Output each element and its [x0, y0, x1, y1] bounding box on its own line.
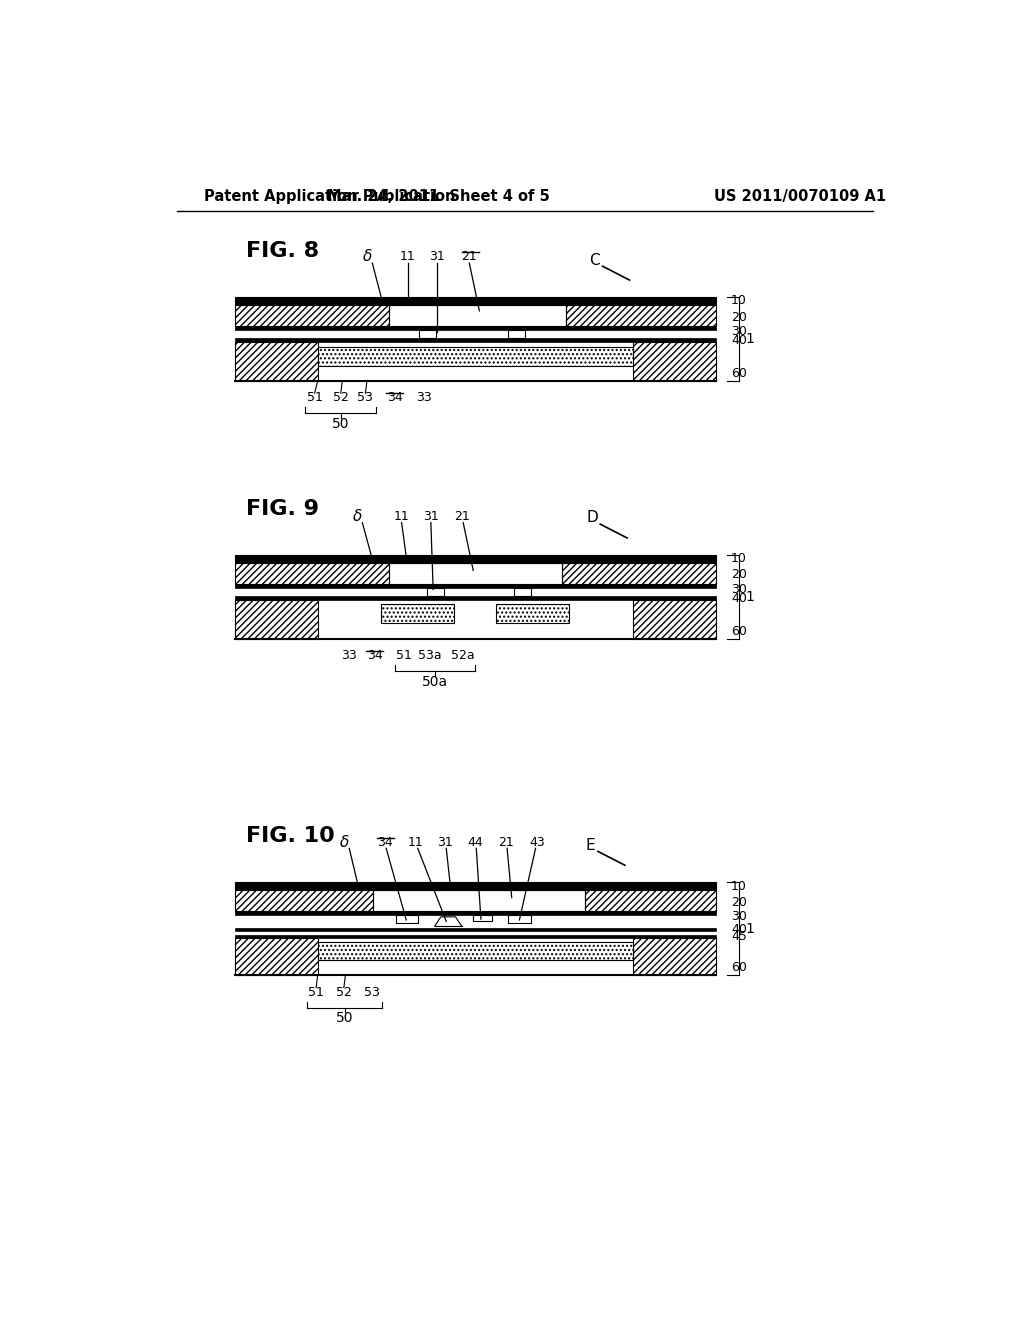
- Bar: [565, 305, 716, 326]
- Bar: [633, 342, 716, 381]
- Bar: [234, 911, 716, 915]
- Text: 20: 20: [731, 569, 748, 582]
- Text: 1: 1: [745, 590, 754, 605]
- Text: 50a: 50a: [422, 675, 447, 689]
- Text: 34: 34: [377, 836, 392, 849]
- Text: 40: 40: [731, 924, 748, 936]
- Bar: [234, 554, 716, 562]
- Bar: [234, 297, 716, 305]
- Text: 1: 1: [745, 331, 754, 346]
- Text: 31: 31: [437, 836, 453, 849]
- Text: FIG. 10: FIG. 10: [246, 826, 335, 846]
- Bar: [633, 601, 716, 639]
- Text: 33: 33: [416, 391, 432, 404]
- Text: 43: 43: [529, 836, 545, 849]
- Bar: [562, 562, 716, 585]
- Bar: [234, 342, 317, 381]
- Text: 44: 44: [467, 836, 482, 849]
- Text: δ: δ: [353, 510, 362, 524]
- Bar: [234, 928, 716, 932]
- Text: 60: 60: [731, 961, 748, 974]
- Text: 53a: 53a: [418, 649, 442, 663]
- Bar: [473, 915, 493, 921]
- Bar: [234, 338, 716, 342]
- Bar: [585, 890, 716, 911]
- Text: 51: 51: [306, 391, 323, 404]
- Text: 40: 40: [731, 334, 748, 347]
- Text: 50: 50: [336, 1011, 353, 1026]
- Text: δ: δ: [340, 834, 349, 850]
- Text: 50: 50: [332, 417, 349, 432]
- Text: 60: 60: [731, 367, 748, 380]
- Text: Patent Application Publication: Patent Application Publication: [204, 189, 456, 205]
- Text: 11: 11: [393, 510, 410, 523]
- Bar: [396, 915, 418, 923]
- Text: 20: 20: [731, 310, 748, 323]
- Text: 33: 33: [341, 649, 356, 663]
- Text: 30: 30: [731, 911, 748, 924]
- Text: δ: δ: [364, 249, 373, 264]
- Text: 31: 31: [423, 510, 438, 523]
- Text: 34: 34: [367, 649, 383, 663]
- Bar: [234, 585, 716, 589]
- Text: 1: 1: [745, 921, 754, 936]
- Text: 52a: 52a: [451, 649, 474, 663]
- Bar: [234, 326, 716, 330]
- Text: 10: 10: [731, 879, 748, 892]
- Bar: [234, 305, 388, 326]
- Text: 52: 52: [336, 986, 352, 999]
- Bar: [234, 562, 388, 585]
- Text: 10: 10: [731, 552, 748, 565]
- Text: 53: 53: [364, 986, 380, 999]
- Bar: [381, 605, 454, 623]
- Text: 20: 20: [731, 896, 748, 908]
- Text: 21: 21: [462, 251, 477, 264]
- Text: 21: 21: [498, 836, 513, 849]
- Text: E: E: [586, 838, 595, 853]
- Text: Mar. 24, 2011  Sheet 4 of 5: Mar. 24, 2011 Sheet 4 of 5: [328, 189, 550, 205]
- Bar: [234, 890, 373, 911]
- Bar: [234, 882, 716, 890]
- Text: US 2011/0070109 A1: US 2011/0070109 A1: [715, 189, 887, 205]
- Text: 11: 11: [400, 251, 416, 264]
- Text: FIG. 9: FIG. 9: [246, 499, 319, 519]
- Text: 31: 31: [429, 251, 444, 264]
- Text: 60: 60: [731, 624, 748, 638]
- Text: D: D: [587, 511, 598, 525]
- Bar: [317, 347, 633, 366]
- Text: 21: 21: [454, 510, 470, 523]
- Bar: [234, 595, 716, 601]
- Text: 51: 51: [308, 986, 324, 999]
- Text: 40: 40: [731, 591, 748, 605]
- Text: 53: 53: [357, 391, 374, 404]
- Bar: [633, 939, 716, 975]
- Bar: [427, 589, 444, 595]
- Bar: [497, 605, 569, 623]
- Bar: [234, 601, 317, 639]
- Text: 11: 11: [408, 836, 423, 849]
- Bar: [234, 935, 716, 939]
- Bar: [234, 939, 317, 975]
- Text: FIG. 8: FIG. 8: [246, 240, 319, 261]
- Text: 45: 45: [731, 931, 748, 944]
- Bar: [419, 330, 436, 338]
- Bar: [508, 330, 525, 338]
- Text: 10: 10: [731, 294, 748, 308]
- Text: 30: 30: [731, 583, 748, 597]
- Text: C: C: [590, 252, 600, 268]
- Text: 34: 34: [387, 391, 402, 404]
- Bar: [508, 915, 531, 923]
- Text: 30: 30: [731, 325, 748, 338]
- Text: 52: 52: [333, 391, 349, 404]
- Bar: [514, 589, 531, 595]
- Text: 51: 51: [396, 649, 412, 663]
- Bar: [317, 942, 633, 960]
